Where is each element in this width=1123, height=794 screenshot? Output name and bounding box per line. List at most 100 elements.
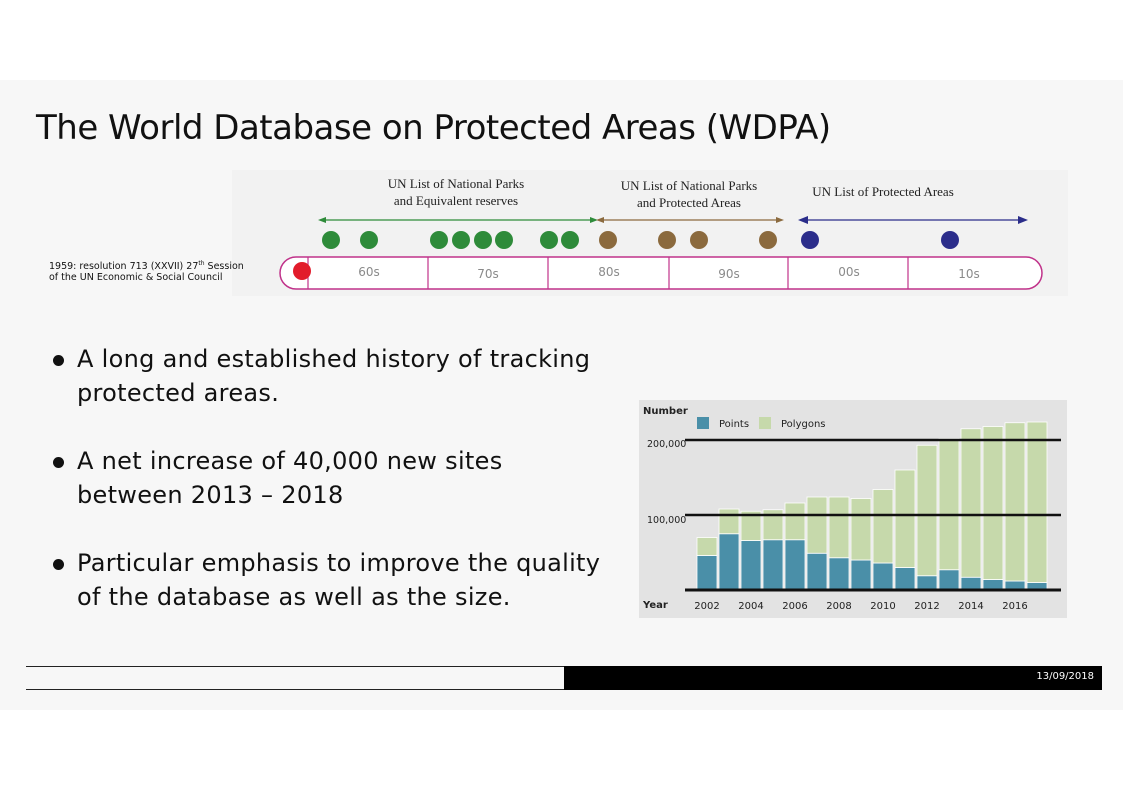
event-dot: [599, 231, 617, 249]
legend-swatch-polygons: [759, 417, 771, 429]
bar-polygons: [894, 469, 916, 568]
y-tick-label: 200,000: [647, 439, 686, 450]
bar-points: [916, 575, 938, 591]
event-dot: [360, 231, 378, 249]
resolution-note: 1959: resolution 713 (XXVII) 27th Sessio…: [49, 258, 254, 283]
era-arrow-navy: [798, 216, 1028, 224]
event-dot: [474, 231, 492, 249]
decade-label: 60s: [358, 265, 380, 279]
decade-label: 90s: [718, 267, 740, 281]
bullet-dot-icon: [53, 355, 64, 366]
event-dot: [540, 231, 558, 249]
bars-group: [696, 421, 1048, 591]
y-axis-title: Number: [643, 406, 688, 417]
footer-date: 13/09/2018: [1036, 671, 1094, 682]
bullet-list: A long and established history of tracki…: [50, 342, 610, 648]
bar-points: [894, 567, 916, 591]
x-tick-label: 2010: [870, 601, 895, 612]
x-tick-label: 2008: [826, 601, 851, 612]
event-dot: [690, 231, 708, 249]
legend-swatch-points: [697, 417, 709, 429]
bar-points: [784, 539, 806, 591]
era-arrow-green: [318, 217, 598, 223]
event-dot: [495, 231, 513, 249]
event-dot: [430, 231, 448, 249]
bar-points: [938, 569, 960, 591]
bullet-dot-icon: [53, 457, 64, 468]
legend-label-polygons: Polygons: [781, 419, 826, 430]
event-dots: [322, 231, 959, 249]
bar-polygons: [982, 426, 1004, 580]
bar-points: [960, 576, 982, 591]
bar-points: [718, 533, 740, 591]
bar-polygons: [1004, 422, 1026, 582]
bar-points: [982, 579, 1004, 591]
decade-label: 10s: [958, 267, 980, 281]
wdpa-growth-chart: Number Year Points Polygons 100,000 200,…: [639, 400, 1067, 618]
bar-polygons: [828, 496, 850, 559]
bar-points: [762, 539, 784, 591]
event-dot: [658, 231, 676, 249]
bar-polygons: [740, 510, 762, 541]
timeline-graphic: 60s 70s 80s 90s 00s 10s: [279, 216, 1043, 290]
timeline-panel: UN List of National Parks and Equivalent…: [232, 170, 1068, 296]
bar-polygons: [938, 438, 960, 571]
bullet-text: Particular emphasis to improve the quali…: [77, 549, 601, 611]
bullet-text: A long and established history of tracki…: [77, 345, 591, 407]
x-tick-label: 2004: [738, 601, 763, 612]
x-axis-title: Year: [642, 600, 668, 611]
event-dot: [561, 231, 579, 249]
gridlines-group: [685, 438, 1061, 592]
bar-polygons: [1026, 421, 1048, 583]
y-tick-label: 100,000: [647, 515, 686, 526]
bar-polygons: [806, 496, 828, 554]
x-tick-label: 2012: [914, 601, 939, 612]
era-label-protected-areas: UN List of Protected Areas: [812, 184, 954, 199]
resolution-note-tail: Session of the UN Economic & Social Coun…: [49, 261, 244, 284]
slide-title: The World Database on Protected Areas (W…: [36, 108, 831, 148]
event-dot: [322, 231, 340, 249]
era-label-national-parks-protected: UN List of National Parks and Protected …: [620, 178, 758, 210]
x-tick-label: 2002: [694, 601, 719, 612]
event-dot: [759, 231, 777, 249]
decade-labels: 60s 70s 80s 90s 00s 10s: [358, 265, 980, 281]
event-dot: [941, 231, 959, 249]
legend-label-points: Points: [719, 419, 749, 430]
bar-polygons: [872, 489, 894, 564]
bar-points: [850, 559, 872, 591]
decade-label: 80s: [598, 265, 620, 279]
chart-svg: Number Year Points Polygons 100,000 200,…: [642, 406, 1061, 612]
event-dot: [452, 231, 470, 249]
x-tick-label: 2014: [958, 601, 983, 612]
bullet-item: Particular emphasis to improve the quali…: [50, 546, 610, 614]
bar-points: [828, 557, 850, 591]
x-tick-label: 2016: [1002, 601, 1027, 612]
x-tick-labels: 2002 2004 2006 2008 2010 2012 2014 2016: [694, 601, 1027, 612]
bar-points: [806, 552, 828, 591]
decade-label: 00s: [838, 265, 860, 279]
bullet-item: A net increase of 40,000 new sites betwe…: [50, 444, 610, 512]
footer-bar: 13/09/2018: [564, 666, 1102, 690]
resolution-note-main: 1959: resolution 713 (XXVII) 27: [49, 261, 199, 273]
bullet-dot-icon: [53, 559, 64, 570]
bar-points: [872, 562, 894, 591]
resolution-note-sup: th: [198, 260, 205, 267]
footer-rule: [26, 666, 564, 690]
bar-points: [740, 540, 762, 591]
x-tick-label: 2006: [782, 601, 807, 612]
bullet-item: A long and established history of tracki…: [50, 342, 610, 410]
era-label-national-parks-equivalent: UN List of National Parks and Equivalent…: [387, 176, 525, 208]
start-marker-dot: [293, 262, 311, 280]
bar-polygons: [960, 428, 982, 578]
bar-polygons: [850, 498, 872, 561]
event-dot: [801, 231, 819, 249]
bar-polygons: [916, 444, 938, 577]
bar-polygons: [762, 509, 784, 541]
bar-points: [696, 555, 718, 591]
decade-bar: [279, 256, 1043, 290]
bar-polygons: [718, 508, 740, 535]
era-arrow-brown: [596, 217, 784, 223]
bar-polygons: [696, 537, 718, 556]
bar-polygons: [784, 502, 806, 541]
bullet-text: A net increase of 40,000 new sites betwe…: [77, 447, 503, 509]
